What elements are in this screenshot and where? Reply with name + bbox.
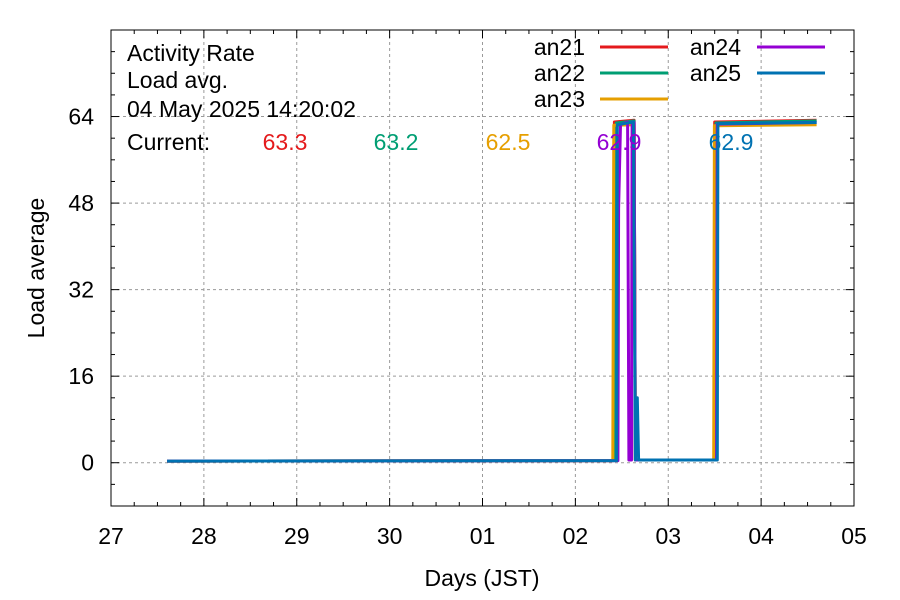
legend-label-an22: an22 <box>534 60 585 86</box>
x-axis-label: Days (JST) <box>425 565 540 591</box>
current-value-an21: 63.3 <box>263 129 308 155</box>
legend-label-an23: an23 <box>534 86 585 112</box>
x-tick-label: 03 <box>655 523 681 549</box>
grid-layer <box>111 30 854 506</box>
y-tick-label: 48 <box>68 190 94 216</box>
x-tick-label: 01 <box>470 523 496 549</box>
legend-label-an24: an24 <box>690 34 741 60</box>
y-tick-label: 0 <box>81 450 94 476</box>
current-label: Current: <box>127 129 210 155</box>
x-tick-label: 29 <box>284 523 310 549</box>
y-tick-label: 32 <box>68 277 94 303</box>
title-line-3: 04 May 2025 14:20:02 <box>127 96 356 122</box>
legend-label-an21: an21 <box>534 34 585 60</box>
series-layer <box>167 118 817 463</box>
y-tick-label: 64 <box>68 104 94 130</box>
current-value-an22: 63.2 <box>374 129 419 155</box>
x-tick-label: 28 <box>191 523 217 549</box>
y-tick-label: 16 <box>68 363 94 389</box>
x-tick-label: 27 <box>98 523 124 549</box>
x-tick-label: 02 <box>563 523 589 549</box>
title-line-1: Activity Rate <box>127 40 255 66</box>
legend-label-an25: an25 <box>690 60 741 86</box>
x-tick-label: 30 <box>377 523 403 549</box>
x-tick-label: 04 <box>748 523 774 549</box>
current-value-an23: 62.5 <box>486 129 531 155</box>
current-value-an25: 62.9 <box>709 129 754 155</box>
tick-layer: 27 28 29 30 01 02 03 04 05 0 16 32 48 64 <box>68 29 867 549</box>
current-values: 63.3 63.2 62.5 62.9 62.9 <box>263 129 754 155</box>
title-line-2: Load avg. <box>127 67 228 93</box>
x-tick-label: 05 <box>841 523 867 549</box>
y-axis-label: Load average <box>23 198 49 339</box>
series-line-an25 <box>167 120 817 463</box>
current-value-an24: 62.9 <box>597 129 642 155</box>
label-layer: Activity Rate Load avg. 04 May 2025 14:2… <box>23 40 540 591</box>
